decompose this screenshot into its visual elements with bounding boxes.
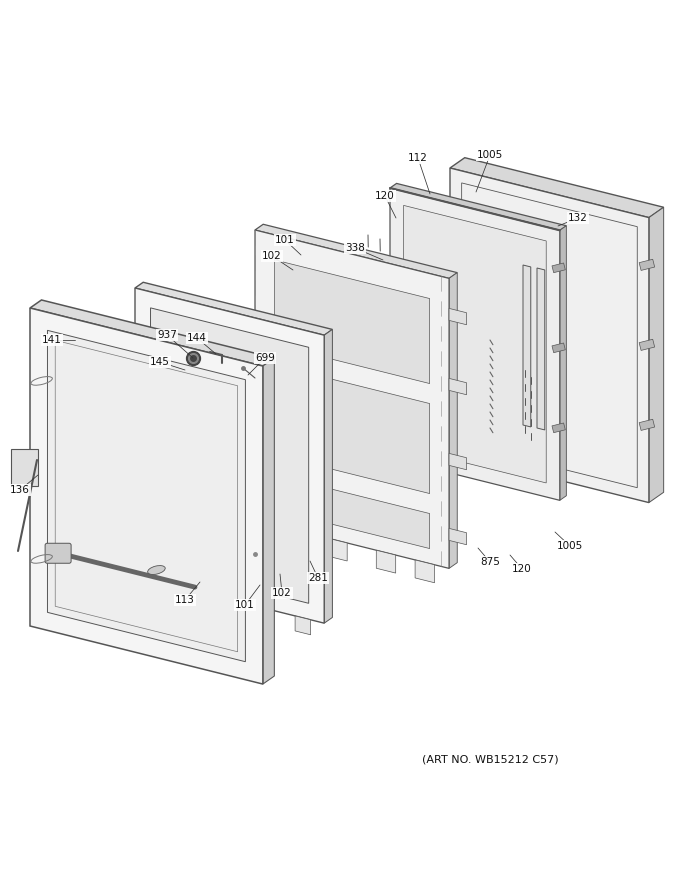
Polygon shape [449, 528, 466, 545]
Polygon shape [523, 265, 531, 427]
Polygon shape [324, 329, 333, 623]
Polygon shape [449, 453, 466, 470]
Polygon shape [275, 365, 430, 494]
Text: 102: 102 [272, 588, 292, 598]
Polygon shape [150, 308, 309, 604]
Bar [639, 260, 655, 270]
Text: 120: 120 [512, 564, 532, 574]
Bar [552, 343, 565, 353]
FancyBboxPatch shape [11, 449, 38, 486]
Polygon shape [390, 183, 566, 231]
Polygon shape [135, 288, 324, 623]
Text: 699: 699 [255, 353, 275, 363]
Text: 145: 145 [150, 357, 170, 367]
Text: 937: 937 [157, 330, 177, 340]
Polygon shape [649, 208, 664, 502]
Polygon shape [252, 605, 267, 624]
Polygon shape [560, 226, 566, 501]
Text: 141: 141 [42, 335, 62, 345]
Text: 136: 136 [10, 485, 30, 495]
Text: 1005: 1005 [557, 541, 583, 551]
Text: 113: 113 [175, 595, 195, 605]
Text: 1005: 1005 [477, 150, 503, 160]
Polygon shape [537, 268, 545, 430]
Polygon shape [450, 158, 664, 217]
Bar [552, 263, 565, 273]
Polygon shape [284, 527, 303, 550]
Polygon shape [415, 560, 435, 583]
Polygon shape [390, 188, 560, 501]
Polygon shape [449, 378, 466, 395]
Text: 875: 875 [480, 557, 500, 567]
Polygon shape [449, 308, 466, 325]
Polygon shape [263, 358, 274, 684]
Ellipse shape [148, 566, 165, 575]
Text: 101: 101 [235, 600, 255, 610]
Polygon shape [159, 582, 175, 601]
Text: (ART NO. WB15212 C57): (ART NO. WB15212 C57) [422, 755, 558, 765]
Text: 101: 101 [275, 235, 295, 245]
FancyBboxPatch shape [45, 543, 71, 563]
Polygon shape [295, 616, 311, 634]
Bar [639, 419, 655, 430]
Text: 112: 112 [408, 153, 428, 163]
Text: 132: 132 [568, 213, 588, 223]
Polygon shape [404, 205, 546, 483]
Polygon shape [255, 224, 457, 278]
Bar [552, 423, 565, 433]
Polygon shape [255, 230, 449, 568]
Polygon shape [48, 330, 245, 662]
Text: 281: 281 [308, 573, 328, 583]
Polygon shape [30, 300, 274, 366]
Text: 120: 120 [375, 191, 395, 201]
Polygon shape [449, 273, 457, 568]
Polygon shape [30, 308, 263, 684]
Text: 144: 144 [187, 333, 207, 343]
Text: 338: 338 [345, 243, 365, 253]
Polygon shape [328, 539, 347, 561]
Polygon shape [376, 550, 396, 573]
Polygon shape [450, 168, 649, 502]
Polygon shape [135, 282, 333, 335]
Polygon shape [203, 593, 218, 612]
Polygon shape [275, 260, 430, 384]
Polygon shape [275, 475, 430, 548]
Text: 102: 102 [262, 251, 282, 261]
Bar [639, 340, 655, 350]
